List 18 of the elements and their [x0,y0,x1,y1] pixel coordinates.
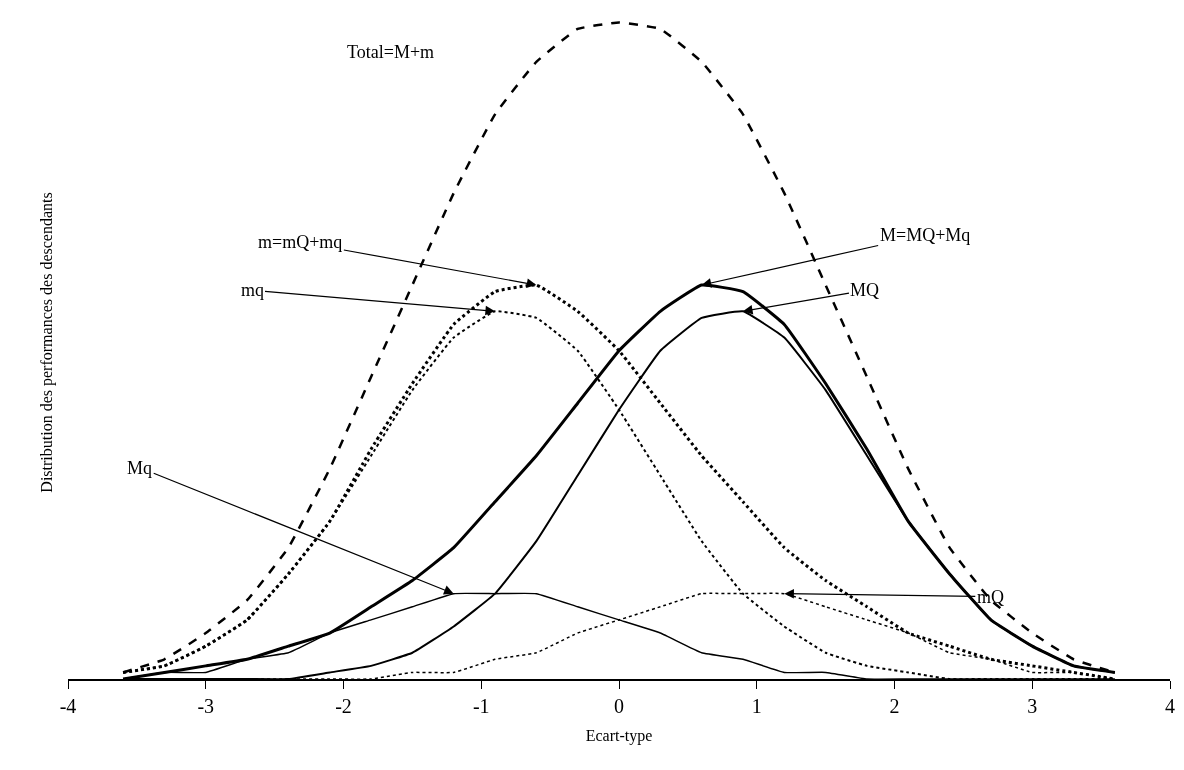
x-tick-label: -1 [472,694,490,717]
x-tick-label: -2 [335,694,352,717]
annotation: Mq [127,458,153,478]
x-tick-label: 2 [889,694,900,717]
annotation: Total=M+m [347,42,435,62]
annotation: M=MQ+Mq [880,225,971,245]
annotation: mq [241,280,265,300]
annotation: m=mQ+mq [258,232,343,252]
x-tick-label: 1 [751,694,762,717]
annotation: MQ [850,280,880,300]
x-tick-label: 3 [1027,694,1038,717]
y-axis-title: Distribution des performances des descendants [37,192,56,493]
x-tick-label: -3 [197,694,215,717]
x-tick-label: 0 [614,694,624,717]
x-tick-label: 4 [1165,694,1175,717]
x-tick-label: -4 [59,694,77,717]
annotation: mQ [977,587,1004,607]
x-axis-title: Ecart-type [585,726,653,745]
